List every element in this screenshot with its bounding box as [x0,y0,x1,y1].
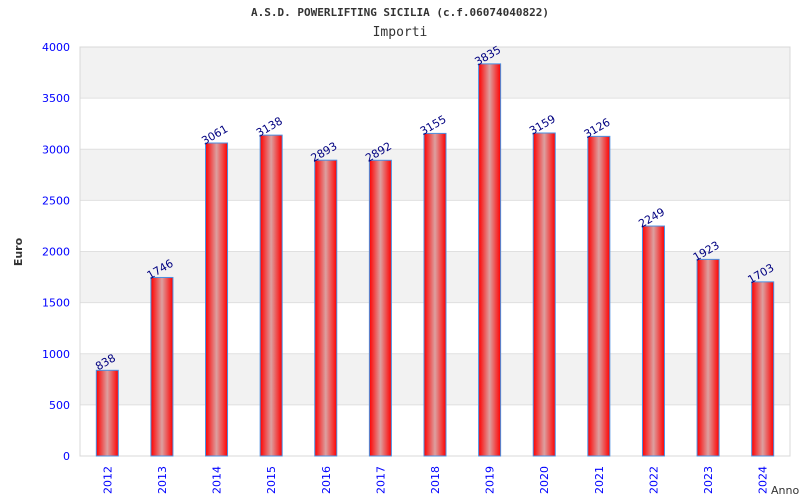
chart-title: A.S.D. POWERLIFTING SICILIA (c.f.0607404… [250,6,549,19]
x-tick-label: 2015 [265,466,278,494]
bar [478,63,502,457]
bar [150,276,174,457]
bar [95,369,119,457]
bar [751,281,775,457]
bar [259,134,283,457]
x-tick-label: 2021 [593,466,606,494]
y-tick-label: 4000 [42,41,70,54]
y-tick-label: 500 [49,399,70,412]
bar [205,142,229,457]
bar [368,159,392,457]
bar [696,258,720,457]
y-tick-label: 1000 [42,348,70,361]
bar [587,135,611,457]
x-tick-label: 2014 [211,466,224,494]
x-tick-label: 2019 [484,466,497,494]
y-tick-label: 1500 [42,297,70,310]
bar [314,159,338,457]
x-tick-label: 2024 [757,466,770,494]
x-tick-label: 2013 [156,466,169,494]
y-axis-label: Euro [12,237,25,266]
x-tick-label: 2020 [538,466,551,494]
x-axis-label: Anno [771,484,799,497]
y-tick-label: 2500 [42,194,70,207]
bar [641,225,665,457]
y-tick-label: 3500 [42,92,70,105]
y-tick-label: 3000 [42,143,70,156]
x-tick-label: 2023 [702,466,715,494]
x-tick-label: 2022 [647,466,660,494]
bar [423,132,447,457]
x-tick-label: 2018 [429,466,442,494]
y-tick-label: 2000 [42,246,70,259]
chart-subtitle: Importi [372,25,428,40]
grid-band [80,47,790,99]
x-tick-label: 2012 [101,466,114,494]
y-tick-label: 0 [63,450,70,463]
bar [532,132,556,457]
x-tick-label: 2016 [320,466,333,494]
x-tick-label: 2017 [374,466,387,494]
